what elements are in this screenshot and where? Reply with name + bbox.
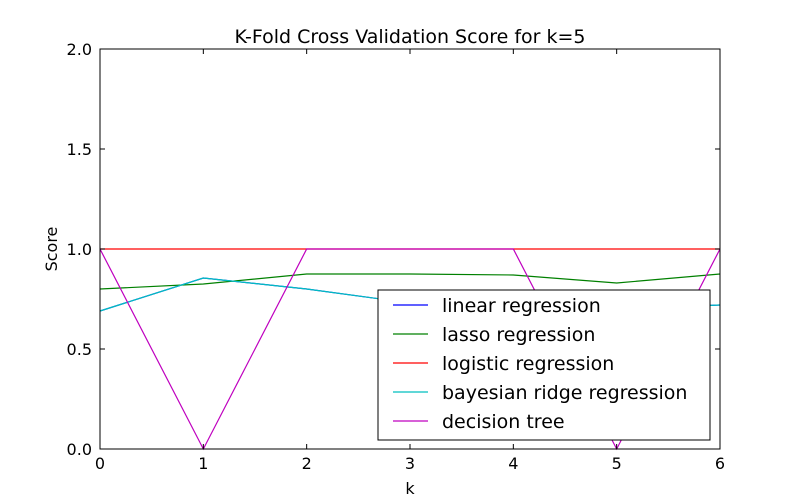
x-tick-label: 5	[612, 454, 622, 473]
y-tick-label: 0.0	[67, 440, 92, 459]
y-tick-label: 0.5	[67, 340, 92, 359]
x-tick-label: 6	[715, 454, 725, 473]
y-tick-label: 1.5	[67, 140, 92, 159]
x-tick-label: 4	[508, 454, 518, 473]
legend-items: linear regression lasso regression logisti…	[393, 295, 687, 433]
y-axis-label: Score	[42, 227, 61, 272]
legend-label-3: bayesian ridge regression	[442, 382, 687, 404]
legend-label-0: linear regression	[442, 295, 601, 317]
legend-label-4: decision tree	[442, 411, 565, 433]
chart-title: K-Fold Cross Validation Score for k=5	[235, 26, 586, 48]
x-tick-label: 3	[405, 454, 415, 473]
x-tick-label: 2	[302, 454, 312, 473]
legend-box	[377, 289, 711, 441]
legend: linear regression lasso regression logisti…	[377, 289, 711, 441]
legend-label-1: lasso regression	[442, 324, 595, 346]
series-line-1	[99, 273, 721, 290]
x-tick-label: 1	[198, 454, 208, 473]
x-axis-label: k	[405, 479, 415, 498]
ticks-layer: 0 1 2 3 4 5 6 0.0 0.5 1.0 1.5 2.0	[67, 40, 726, 473]
x-tick-label: 0	[95, 454, 105, 473]
legend-label-2: logistic regression	[442, 353, 614, 375]
y-tick-label: 1.0	[67, 240, 92, 259]
y-tick-label: 2.0	[67, 40, 92, 59]
